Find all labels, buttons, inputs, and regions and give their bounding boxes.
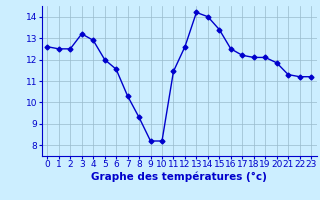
X-axis label: Graphe des températures (°c): Graphe des températures (°c) [91,172,267,182]
